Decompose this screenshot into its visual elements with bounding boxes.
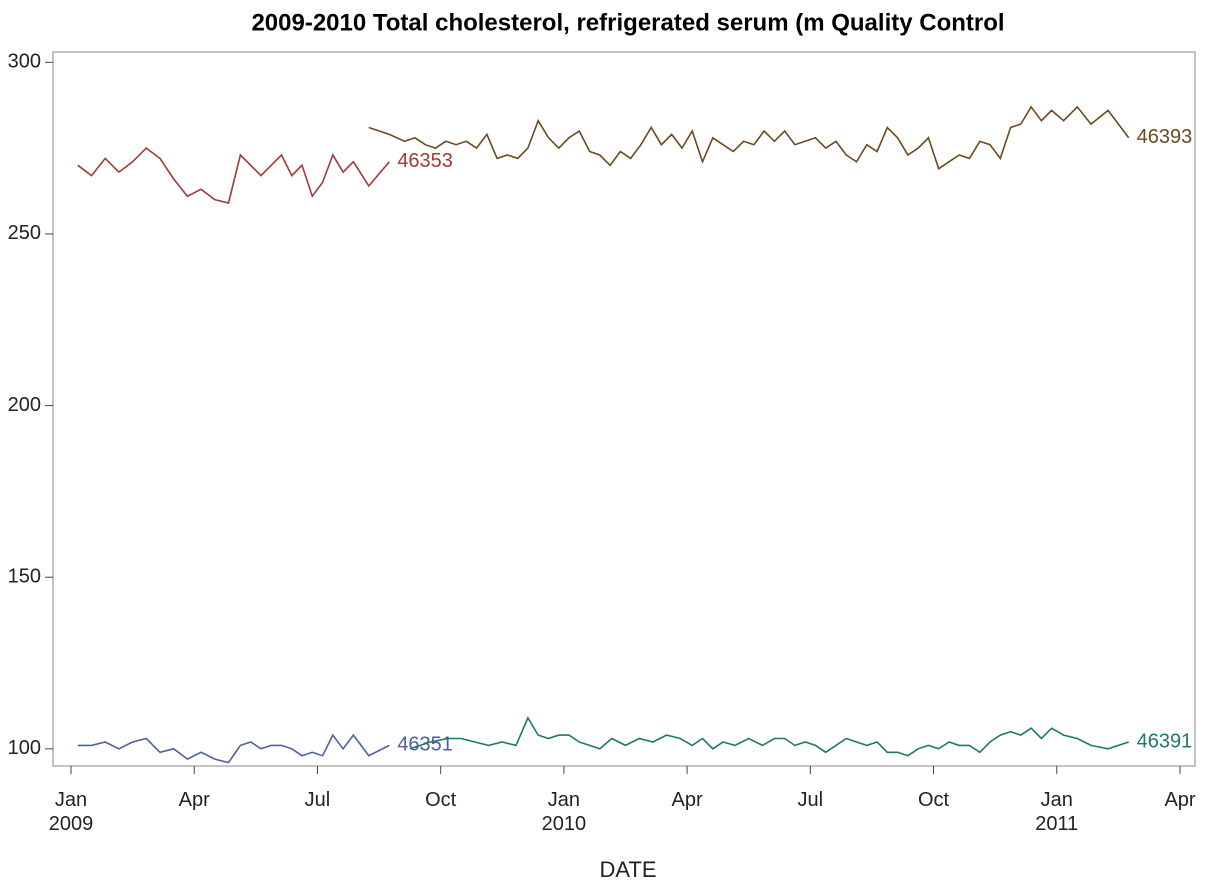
x-tick-label: Apr: [178, 789, 210, 811]
series-line: [409, 716, 1129, 757]
x-tick-label: Oct: [917, 789, 950, 811]
plot-frame: [52, 51, 1196, 767]
x-tick-label: Oct: [425, 789, 457, 811]
x-axis-label: DATE: [599, 857, 656, 882]
series-line: [77, 733, 390, 764]
y-tick-label: 200: [8, 394, 41, 416]
series-label: 46391: [1137, 730, 1193, 752]
series-label: 46393: [1137, 126, 1193, 148]
x-tick-label: Apr: [671, 789, 703, 811]
series-label: 46351: [397, 734, 453, 756]
x-tick-label: Jul: [304, 789, 331, 811]
chart-title: 2009-2010 Total cholesterol, refrigerate…: [251, 9, 1004, 36]
y-tick-label: 250: [8, 222, 41, 244]
x-tick-label: Jan 2010: [541, 789, 587, 835]
x-tick-label: Apr: [1164, 789, 1196, 811]
y-tick-label: 300: [8, 51, 41, 73]
x-tick-label: Jul: [797, 789, 824, 811]
x-tick-label: Jan 2009: [48, 789, 94, 835]
y-tick-label: 100: [8, 737, 41, 759]
y-tick-label: 150: [8, 565, 41, 587]
series-line: [368, 105, 1130, 170]
series-line: [77, 147, 390, 204]
series-label: 46353: [397, 150, 453, 172]
x-tick-label: Jan 2011: [1035, 789, 1079, 835]
